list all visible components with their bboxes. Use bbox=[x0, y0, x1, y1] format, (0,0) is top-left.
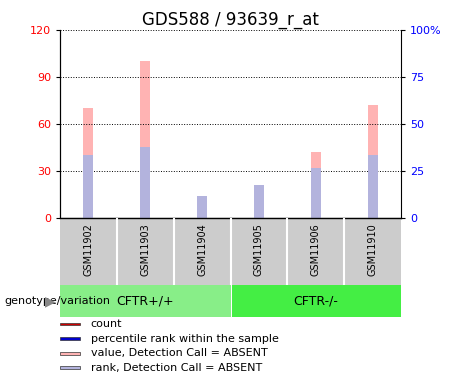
Bar bbox=[60, 352, 80, 354]
Text: rank, Detection Call = ABSENT: rank, Detection Call = ABSENT bbox=[91, 363, 262, 373]
Bar bbox=[83, 155, 94, 218]
Bar bbox=[60, 338, 80, 340]
Bar bbox=[140, 147, 150, 218]
Bar bbox=[60, 366, 80, 369]
Bar bbox=[83, 108, 94, 218]
Text: count: count bbox=[91, 319, 122, 329]
Text: GSM11903: GSM11903 bbox=[140, 223, 150, 276]
Text: CFTR+/+: CFTR+/+ bbox=[116, 294, 174, 307]
Bar bbox=[197, 199, 207, 217]
Text: GSM11905: GSM11905 bbox=[254, 223, 264, 276]
Title: GDS588 / 93639_r_at: GDS588 / 93639_r_at bbox=[142, 11, 319, 29]
Text: GSM11906: GSM11906 bbox=[311, 223, 321, 276]
Bar bbox=[231, 285, 401, 317]
Text: value, Detection Call = ABSENT: value, Detection Call = ABSENT bbox=[91, 348, 267, 358]
Text: CFTR-/-: CFTR-/- bbox=[293, 294, 338, 307]
Text: GSM11910: GSM11910 bbox=[367, 223, 378, 276]
Text: GSM11904: GSM11904 bbox=[197, 223, 207, 276]
Text: percentile rank within the sample: percentile rank within the sample bbox=[91, 334, 278, 344]
Text: genotype/variation: genotype/variation bbox=[5, 296, 111, 306]
Text: ▶: ▶ bbox=[45, 294, 55, 308]
Bar bbox=[254, 189, 264, 217]
Bar bbox=[140, 61, 150, 217]
Bar bbox=[197, 196, 207, 217]
Bar bbox=[367, 155, 378, 218]
Bar bbox=[311, 152, 321, 217]
Bar bbox=[311, 168, 321, 217]
Text: GSM11902: GSM11902 bbox=[83, 223, 94, 276]
Bar bbox=[254, 185, 264, 218]
Bar bbox=[60, 285, 230, 317]
Bar bbox=[367, 105, 378, 218]
Bar bbox=[60, 323, 80, 326]
